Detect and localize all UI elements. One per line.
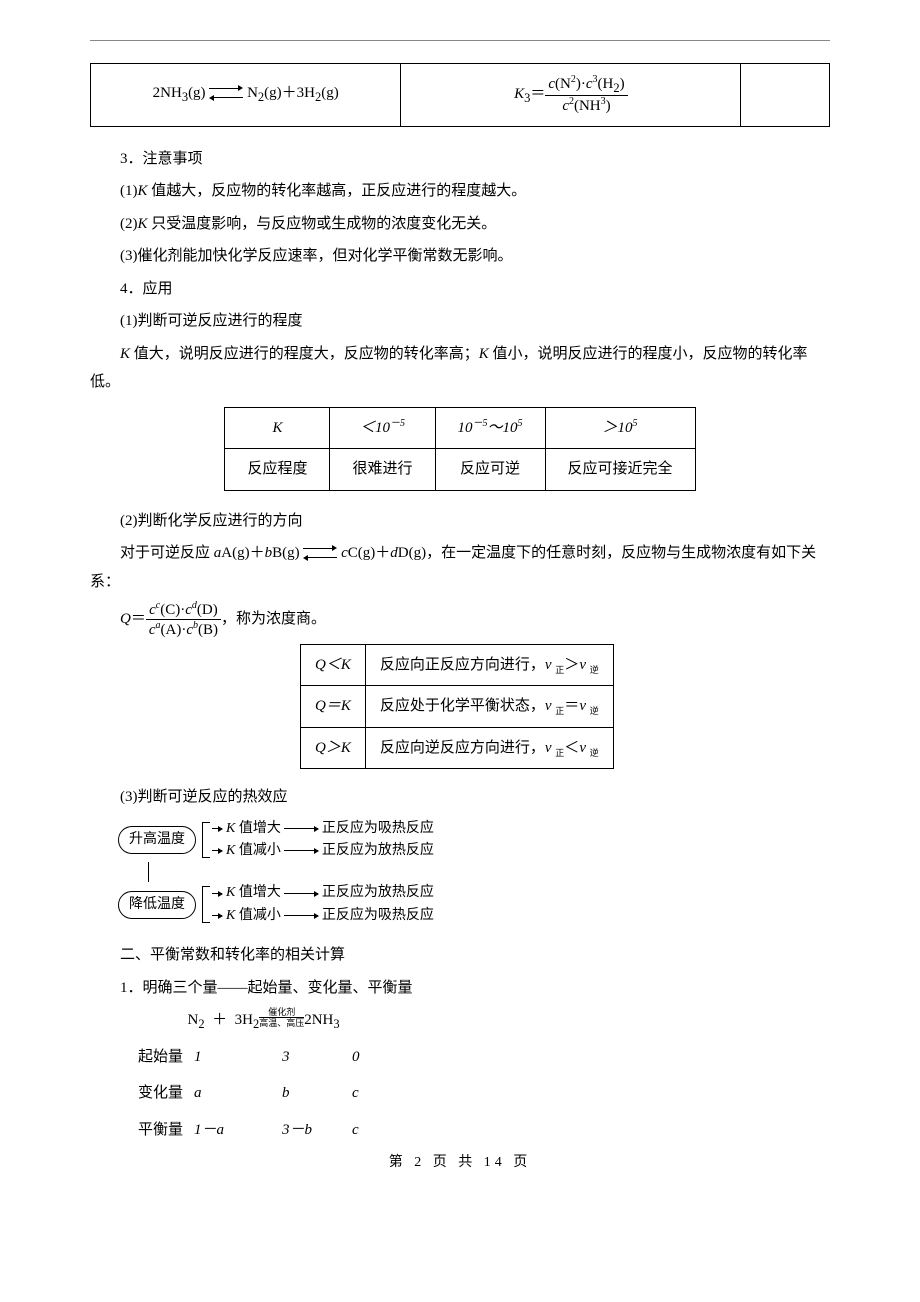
section-2-heading: 二、平衡常数和转化率的相关计算: [90, 941, 830, 970]
rxn-r3-label: 平衡量: [138, 1116, 194, 1145]
q-row1-r: 反应向正反应方向进行，v 正＞v 逆: [365, 644, 613, 686]
p4-1: (1)判断可逆反应进行的程度: [90, 307, 830, 336]
q-row1-l: Q＜K: [301, 644, 366, 686]
eq-empty-cell: [741, 64, 830, 127]
k-table-r2-2: 反应可逆: [435, 449, 545, 491]
k3-num: c(N2)·c3(H2): [545, 74, 627, 95]
p4-3: (3)判断可逆反应的热效应: [90, 783, 830, 812]
q-row2-r: 反应处于化学平衡状态，v 正＝v 逆: [365, 686, 613, 728]
arrow-icon: [212, 915, 222, 916]
rxn-r1-c3: 0: [352, 1043, 422, 1072]
arrow-icon: [212, 893, 222, 894]
raise-bracket: K 值增大 正反应为吸热反应 K 值减小 正反应为放热反应: [202, 818, 434, 863]
arrow-icon: [212, 850, 222, 851]
arrow-icon: [212, 828, 222, 829]
raise-temp-oval: 升高温度: [118, 826, 196, 854]
k-table-r2-0: 反应程度: [225, 449, 330, 491]
eq-lhs: 2NH3(g) N2(g)＋3H2(g): [153, 85, 339, 101]
q-den: ca(A)·cb(B): [146, 619, 221, 639]
arrow-icon: [284, 915, 318, 916]
k-range-table: K ＜10－5 10－5～105 ＞105 反应程度 很难进行 反应可逆 反应可…: [224, 407, 695, 491]
eq-rhs-cell: K3＝c(N2)·c3(H2)c2(NH3): [401, 64, 741, 127]
q-expression: Q＝cc(C)·cd(D)ca(A)·cb(B)，称为浓度商。: [120, 600, 830, 640]
lower-kup: K 值增大: [226, 885, 281, 900]
lower-kdn: K 值减小: [226, 908, 281, 923]
lower-kdn-res: 正反应为吸热反应: [322, 908, 434, 923]
k-table-gt: ＞105: [545, 407, 695, 449]
rxn-r3-c3: c: [352, 1116, 422, 1145]
rxn-qty-grid: 起始量 1 3 0 变化量 a b c 平衡量 1－a 3－b c: [138, 1043, 830, 1145]
rxn-r2-label: 变化量: [138, 1079, 194, 1108]
equation-table: 2NH3(g) N2(g)＋3H2(g) K3＝c(N2)·c3(H2)c2(N…: [90, 63, 830, 127]
arrow-icon: [284, 828, 318, 829]
thermal-flow-diagram: 升高温度 K 值增大 正反应为吸热反应 K 值减小 正反应为放热反应 降低温度 …: [118, 818, 830, 928]
raise-kdn-res: 正反应为放热反应: [322, 843, 434, 858]
rxn-equation: N2 ＋ 3H2催化剂高温、高压2NH3: [188, 1006, 831, 1037]
q-row3-r: 反应向逆反应方向进行，v 正＜v 逆: [365, 727, 613, 769]
p3-1: (1)K 值越大，反应物的转化率越高，正反应进行的程度越大。: [90, 177, 830, 206]
k-table-r2-3: 反应可接近完全: [545, 449, 695, 491]
flow-raise-row: 升高温度 K 值增大 正反应为吸热反应 K 值减小 正反应为放热反应: [118, 818, 830, 863]
rxn-r3-c1: 1－a: [194, 1116, 248, 1145]
lower-bracket: K 值增大 正反应为放热反应 K 值减小 正反应为吸热反应: [202, 882, 434, 927]
lower-temp-oval: 降低温度: [118, 891, 196, 919]
q-num: cc(C)·cd(D): [146, 600, 221, 619]
q-frac: cc(C)·cd(D)ca(A)·cb(B): [146, 600, 221, 640]
arrow-icon: [284, 850, 318, 851]
p3-3: (3)催化剂能加快化学反应速率，但对化学平衡常数无影响。: [90, 242, 830, 271]
q-tail: ，称为浓度商。: [221, 611, 326, 627]
p4-heading: 4．应用: [90, 275, 830, 304]
rxn-r1-c2: 3: [282, 1043, 352, 1072]
rxn-r3-c2: 3－b: [282, 1116, 352, 1145]
rxn-r2-c1: a: [194, 1079, 248, 1108]
rxn-r2-c2: b: [282, 1079, 352, 1108]
flow-lower-row: 降低温度 K 值增大 正反应为放热反应 K 值减小 正反应为吸热反应: [118, 882, 830, 927]
p4-2-body: 对于可逆反应 aA(g)＋bB(g) cC(g)＋dD(g)，在一定温度下的任意…: [90, 539, 830, 596]
lower-kup-res: 正反应为放热反应: [322, 885, 434, 900]
k-table-range: 10－5～105: [435, 407, 545, 449]
k3-den: c2(NH3): [545, 95, 627, 115]
q-row3-l: Q＞K: [301, 727, 366, 769]
raise-kup-res: 正反应为吸热反应: [322, 821, 434, 836]
k-table-lt: ＜10－5: [330, 407, 435, 449]
page-footer: 第 2 页 共 14 页: [90, 1150, 830, 1177]
section-2-1: 1．明确三个量——起始量、变化量、平衡量: [90, 974, 830, 1003]
flow-connector: [148, 862, 149, 882]
q-row2-l: Q＝K: [301, 686, 366, 728]
top-rule: [90, 40, 830, 41]
page: 2NH3(g) N2(g)＋3H2(g) K3＝c(N2)·c3(H2)c2(N…: [0, 0, 920, 1197]
p4-1-body: K 值大，说明反应进行的程度大，反应物的转化率高；K 值小，说明反应进行的程度小…: [90, 340, 830, 397]
k-table-r2-1: 很难进行: [330, 449, 435, 491]
k3-label: K3＝: [514, 86, 545, 102]
q-table: Q＜K反应向正反应方向进行，v 正＞v 逆 Q＝K反应处于化学平衡状态，v 正＝…: [300, 644, 614, 770]
raise-kup: K 值增大: [226, 821, 281, 836]
arrow-icon: [284, 893, 318, 894]
q-lead: Q＝: [120, 611, 146, 627]
rxn-r2-c3: c: [352, 1079, 422, 1108]
p4-2: (2)判断化学反应进行的方向: [90, 507, 830, 536]
k3-fraction: c(N2)·c3(H2)c2(NH3): [545, 74, 627, 116]
rxn-r1-c1: 1: [194, 1043, 248, 1072]
k-table-k: K: [225, 407, 330, 449]
rxn-r1-label: 起始量: [138, 1043, 194, 1072]
p3-2: (2)K 只受温度影响，与反应物或生成物的浓度变化无关。: [90, 210, 830, 239]
raise-kdn: K 值减小: [226, 843, 281, 858]
eq-lhs-cell: 2NH3(g) N2(g)＋3H2(g): [91, 64, 401, 127]
p3-heading: 3．注意事项: [90, 145, 830, 174]
